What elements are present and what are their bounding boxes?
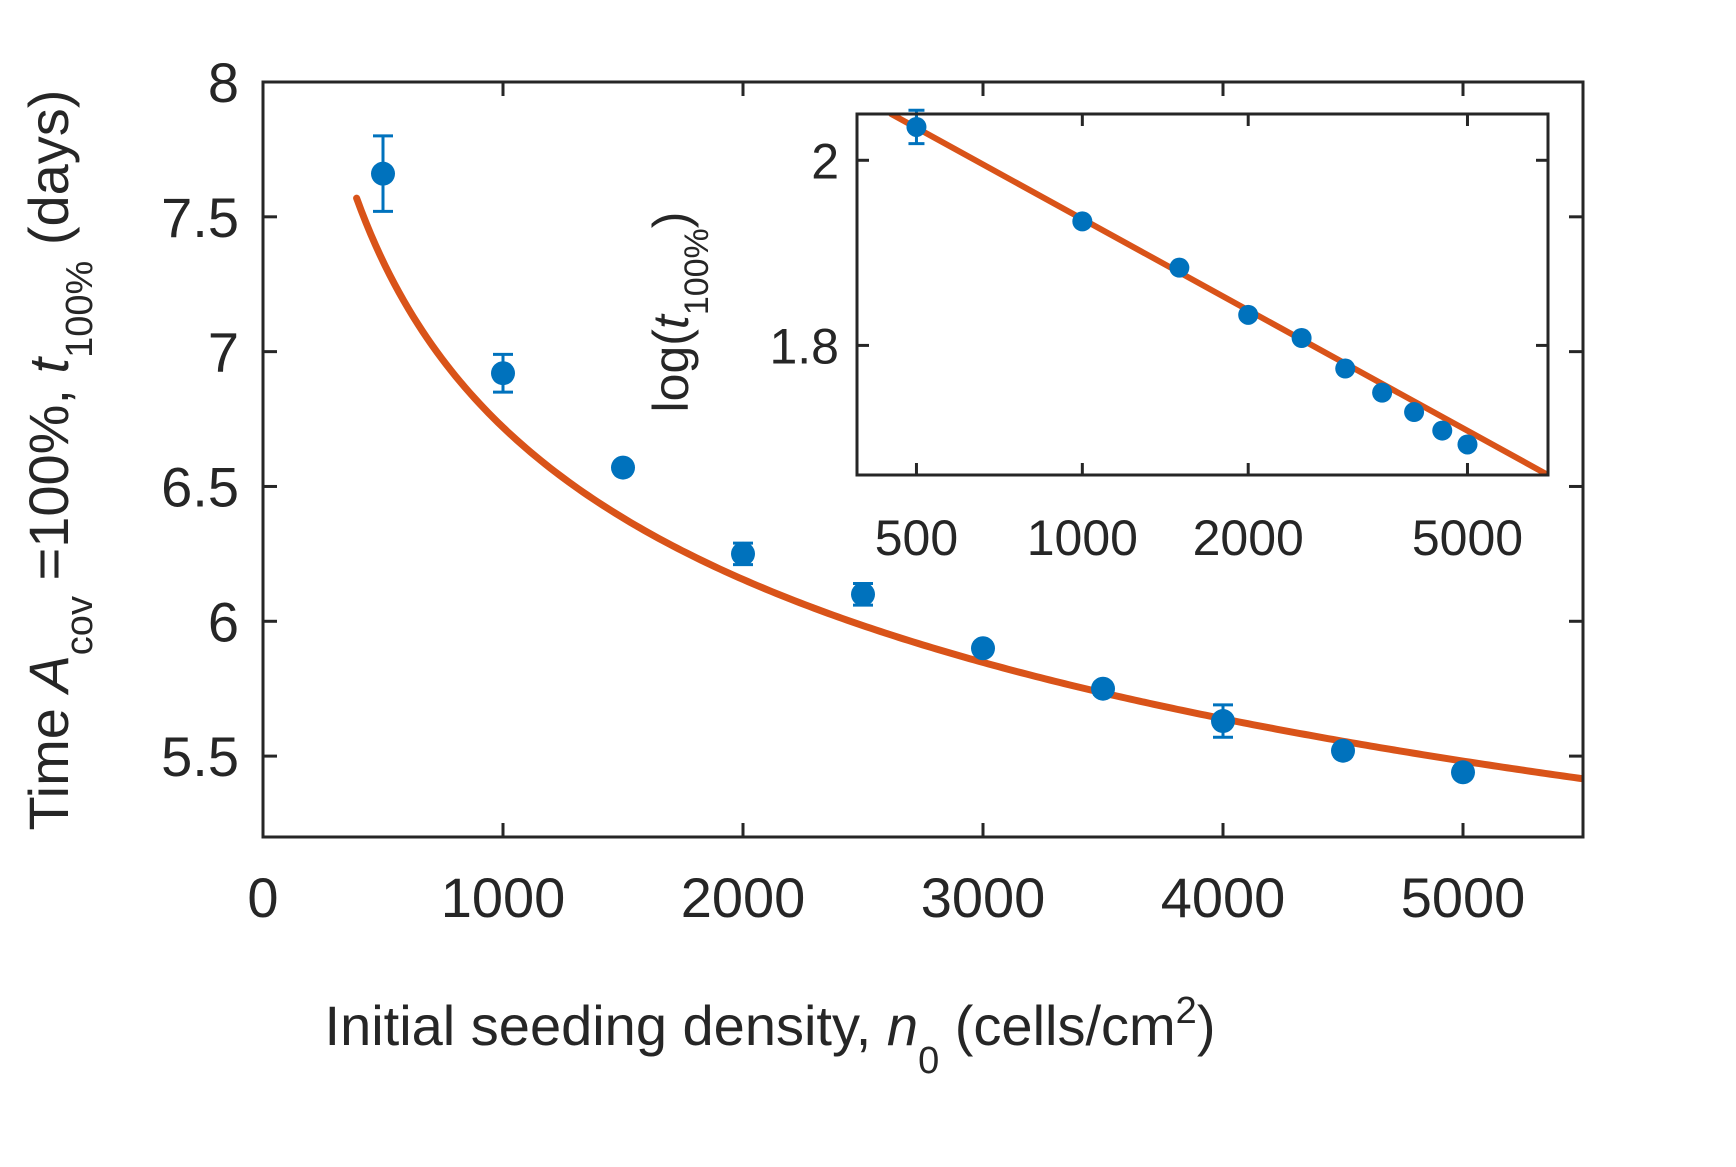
inset-data-point — [906, 116, 927, 137]
inset-data-point — [1072, 211, 1093, 232]
main-y-tick-label: 7 — [208, 321, 239, 384]
inset-x-tick-label: 2000 — [1193, 510, 1304, 566]
inset-plot-frame — [855, 112, 1550, 477]
inset-x-tick-label: 5000 — [1412, 510, 1523, 566]
main-data-point — [491, 361, 515, 386]
main-x-tick-label: 2000 — [681, 866, 806, 929]
inset-x-tick-label: 1000 — [1027, 510, 1138, 566]
main-data-point — [1331, 738, 1355, 763]
inset-data-point — [1335, 358, 1356, 379]
inset-data-point — [1372, 382, 1393, 403]
inset-y-tick-label: 2 — [811, 133, 839, 189]
inset-fit-line — [888, 114, 1548, 475]
main-data-point — [371, 161, 395, 186]
main-x-tick-label: 1000 — [441, 866, 566, 929]
main-y-axis-title: Time Acov =100%, t100% (days) — [17, 90, 101, 831]
main-points-layer — [371, 134, 1475, 785]
inset-data-point — [1238, 304, 1259, 325]
main-x-tick-label: 5000 — [1401, 866, 1526, 929]
main-plot-frame — [261, 80, 1585, 839]
main-x-axis-title: Initial seeding density, n0 (cells/cm2) — [325, 990, 1216, 1082]
main-data-point — [1211, 709, 1235, 734]
main-y-tick-label: 6 — [208, 590, 239, 653]
inset-fit-layer — [888, 114, 1548, 475]
main-y-tick-label: 5.5 — [161, 725, 239, 788]
main-y-tick-label: 6.5 — [161, 455, 239, 518]
inset-data-point — [1169, 257, 1190, 278]
main-data-point — [611, 455, 635, 480]
main-fit-line — [353, 194, 1583, 783]
main-data-point — [971, 636, 995, 661]
main-axes: 0 1000 2000 3000 4000 5000 5.5 6 6.5 7 7.5 8 — [161, 51, 1583, 929]
main-y-tick-label: 8 — [208, 51, 239, 114]
inset-x-tick-label: 500 — [875, 510, 958, 566]
inset-data-point — [1432, 420, 1453, 441]
main-fit-layer — [353, 194, 1583, 783]
inset-y-tick-label: 1.8 — [769, 318, 839, 374]
main-y-tick-label: 7.5 — [161, 186, 239, 249]
inset-data-point — [1291, 328, 1312, 349]
main-data-point — [851, 582, 875, 607]
inset-points-layer — [906, 108, 1478, 455]
inset-y-axis-title: log(t100%) — [643, 212, 716, 413]
main-x-tick-label: 0 — [247, 866, 278, 929]
main-data-point — [1091, 676, 1115, 701]
inset-data-point — [1457, 434, 1478, 455]
main-data-point — [1451, 760, 1475, 785]
inset-axes: 500 1000 2000 5000 1.8 2 — [769, 114, 1548, 566]
main-x-tick-label: 3000 — [921, 866, 1046, 929]
inset-data-point — [1404, 402, 1425, 423]
main-data-point — [731, 541, 755, 566]
main-x-tick-label: 4000 — [1161, 866, 1286, 929]
